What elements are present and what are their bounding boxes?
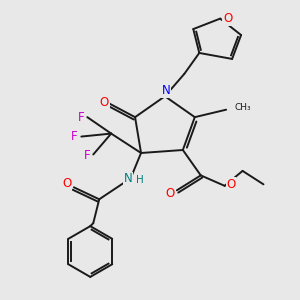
Text: F: F — [78, 111, 85, 124]
Text: CH₃: CH₃ — [235, 103, 251, 112]
Text: F: F — [70, 130, 77, 143]
Text: H: H — [136, 175, 143, 185]
Text: N: N — [162, 84, 171, 98]
Text: F: F — [84, 149, 91, 163]
Text: N: N — [124, 172, 133, 185]
Text: O: O — [63, 177, 72, 190]
Text: O: O — [226, 178, 236, 191]
Text: O: O — [223, 12, 232, 25]
Text: O: O — [166, 187, 175, 200]
Text: O: O — [100, 96, 109, 109]
